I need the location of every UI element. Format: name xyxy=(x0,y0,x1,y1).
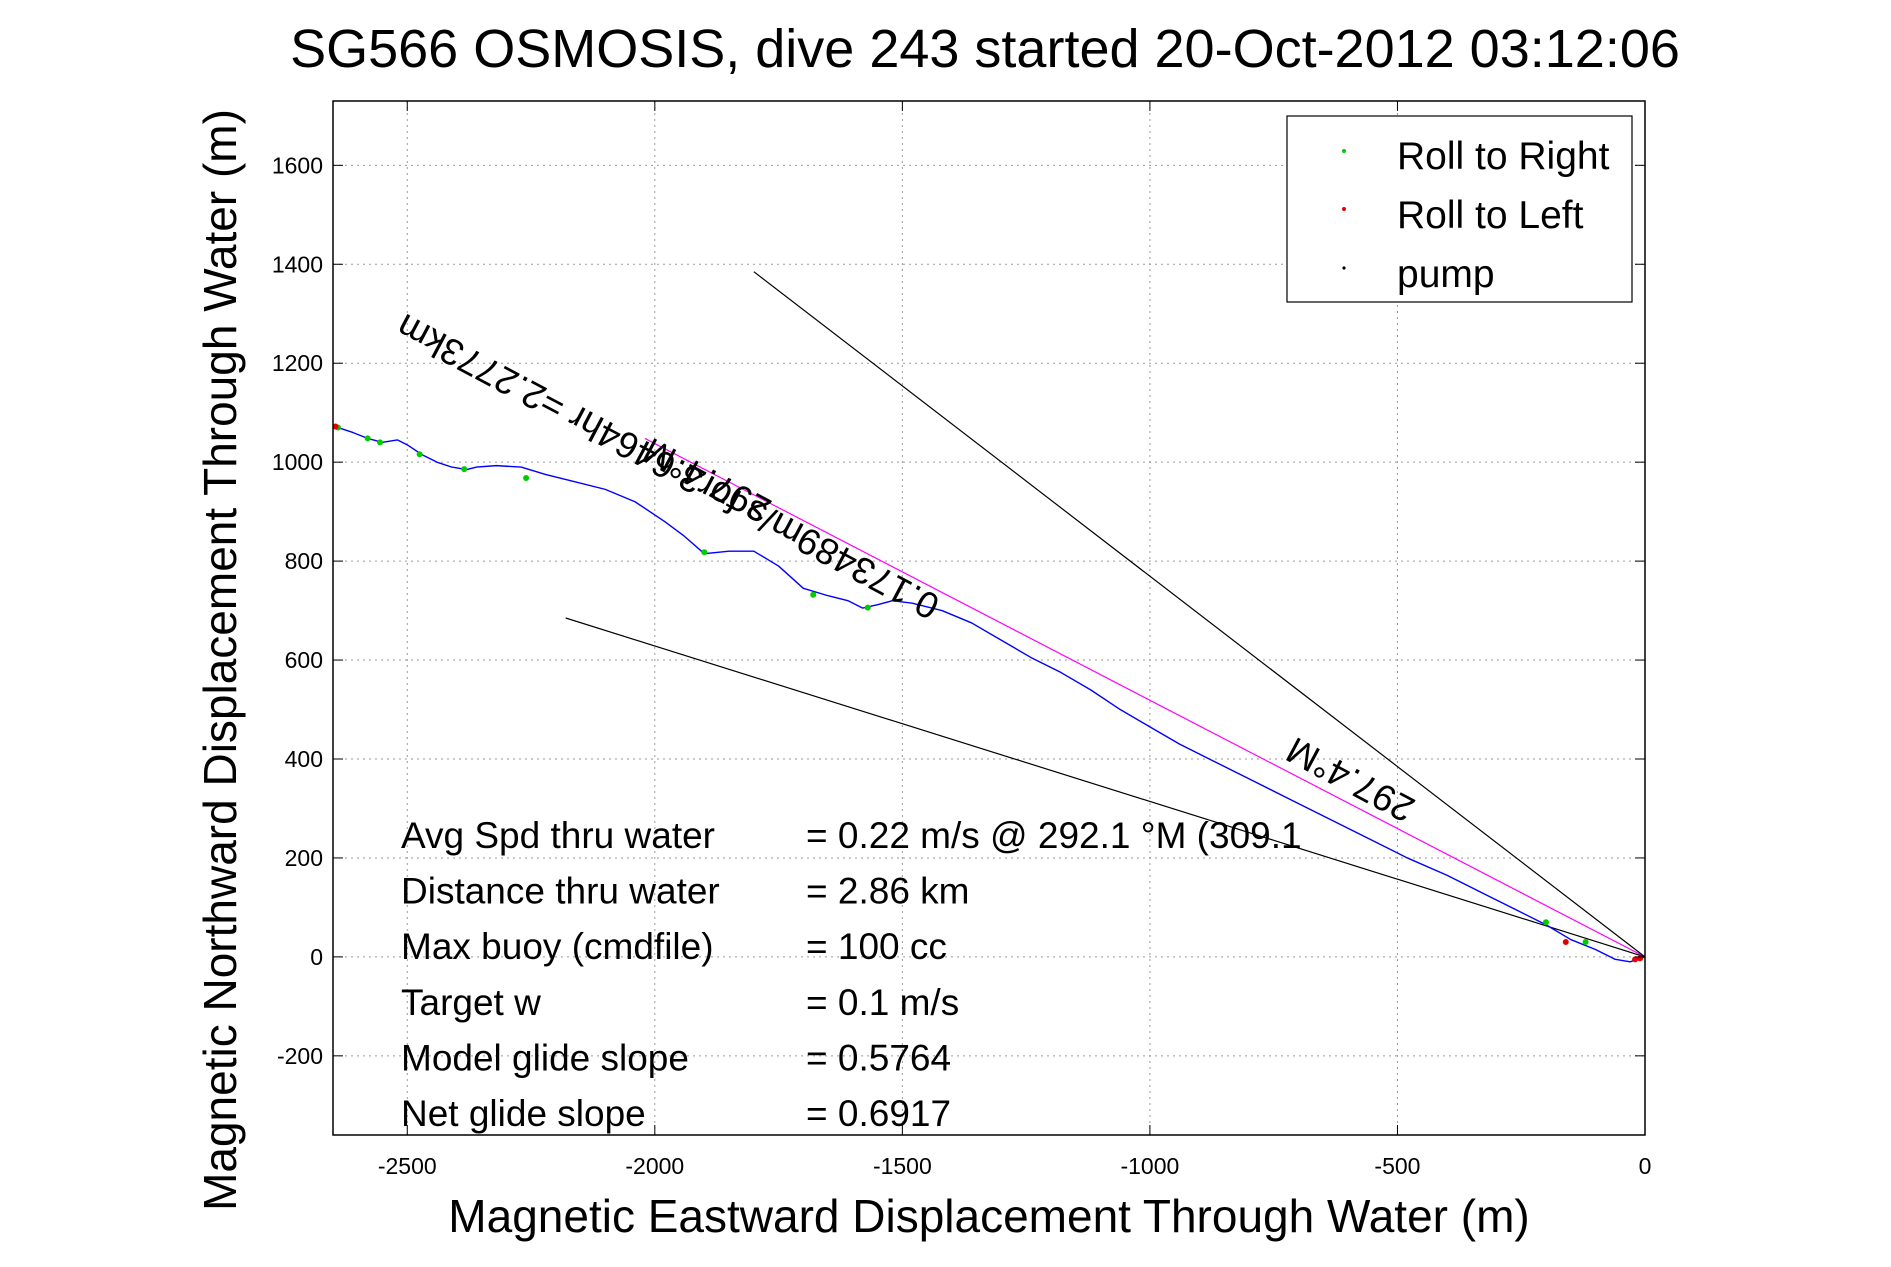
stat-value: = 2.86 km xyxy=(806,871,970,912)
chart-title: SG566 OSMOSIS, dive 243 started 20-Oct-2… xyxy=(290,19,1680,79)
roll-left-point xyxy=(1637,955,1644,962)
heading-line xyxy=(565,617,1646,958)
stats-block: Avg Spd thru water = 0.22 m/s @ 292.1 °M … xyxy=(401,815,1302,1134)
roll-left-point xyxy=(332,423,339,430)
roll-right-point xyxy=(364,435,371,442)
y-tick-label: 400 xyxy=(285,746,323,772)
x-tick-label: -2000 xyxy=(625,1153,684,1179)
legend: Roll to Right Roll to Left pump xyxy=(1286,115,1633,303)
roll-right-point xyxy=(1542,919,1549,926)
roll-left-point xyxy=(1632,956,1639,963)
y-tick-label: 1200 xyxy=(272,350,323,376)
y-tick-label: 1600 xyxy=(272,152,323,178)
roll-points xyxy=(332,423,1644,963)
legend-roll-left-label: Roll to Left xyxy=(1397,194,1584,237)
roll-right-point xyxy=(377,439,384,446)
legend-pump-label: pump xyxy=(1397,253,1495,296)
x-tick-label: -1500 xyxy=(873,1153,932,1179)
y-tick-label: 600 xyxy=(285,647,323,673)
stat-value: = 0.6917 xyxy=(806,1093,951,1134)
y-tick-label: 0 xyxy=(310,944,323,970)
plot-frame xyxy=(332,100,1646,1136)
heading-line xyxy=(644,437,1646,958)
legend-roll-left-marker xyxy=(1342,207,1346,211)
roll-right-point xyxy=(1582,939,1589,946)
roll-right-point xyxy=(523,474,530,481)
stat-label: Avg Spd thru water xyxy=(401,815,715,856)
x-tick-label: -500 xyxy=(1374,1153,1420,1179)
stat-value: = 0.5764 xyxy=(806,1037,951,1078)
stat-label: Target w xyxy=(401,982,541,1023)
y-tick-label: 1400 xyxy=(272,251,323,277)
y-tick-label: 800 xyxy=(285,548,323,574)
stat-label: Distance thru water xyxy=(401,871,720,912)
stat-value: = 0.1 m/s xyxy=(806,982,959,1023)
roll-right-point xyxy=(864,604,871,611)
y-tick-label: 200 xyxy=(285,845,323,871)
legend-roll-right-marker xyxy=(1342,149,1346,153)
x-axis-title: Magnetic Eastward Displacement Through W… xyxy=(448,1190,1529,1242)
heading-lines xyxy=(565,271,1646,958)
roll-right-point xyxy=(461,466,468,473)
x-tick-label: 0 xyxy=(1639,1153,1652,1179)
stat-label: Net glide slope xyxy=(401,1093,646,1134)
legend-pump-marker xyxy=(1342,266,1346,270)
y-tick-label: -200 xyxy=(277,1043,323,1069)
legend-roll-right-label: Roll to Right xyxy=(1397,135,1610,178)
y-axis-title: Magnetic Northward Displacement Through … xyxy=(194,109,246,1211)
y-tick-label: 1000 xyxy=(272,449,323,475)
stat-label: Max buoy (cmdfile) xyxy=(401,926,714,967)
axis-ticks: -2500 -2000 -1500 -1000 -500 0-20002004006008… xyxy=(272,101,1652,1179)
x-tick-label: -1000 xyxy=(1120,1153,1179,1179)
roll-left-point xyxy=(1562,939,1569,946)
stat-value: = 100 cc xyxy=(806,926,947,967)
stat-label: Model glide slope xyxy=(401,1037,689,1078)
x-tick-label: -2500 xyxy=(378,1153,437,1179)
heading-line xyxy=(753,271,1646,958)
roll-right-point xyxy=(416,451,423,458)
roll-right-point xyxy=(810,591,817,598)
roll-right-point xyxy=(701,549,708,556)
stat-value: = 0.22 m/s @ 292.1 °M (309.1 xyxy=(806,815,1302,856)
